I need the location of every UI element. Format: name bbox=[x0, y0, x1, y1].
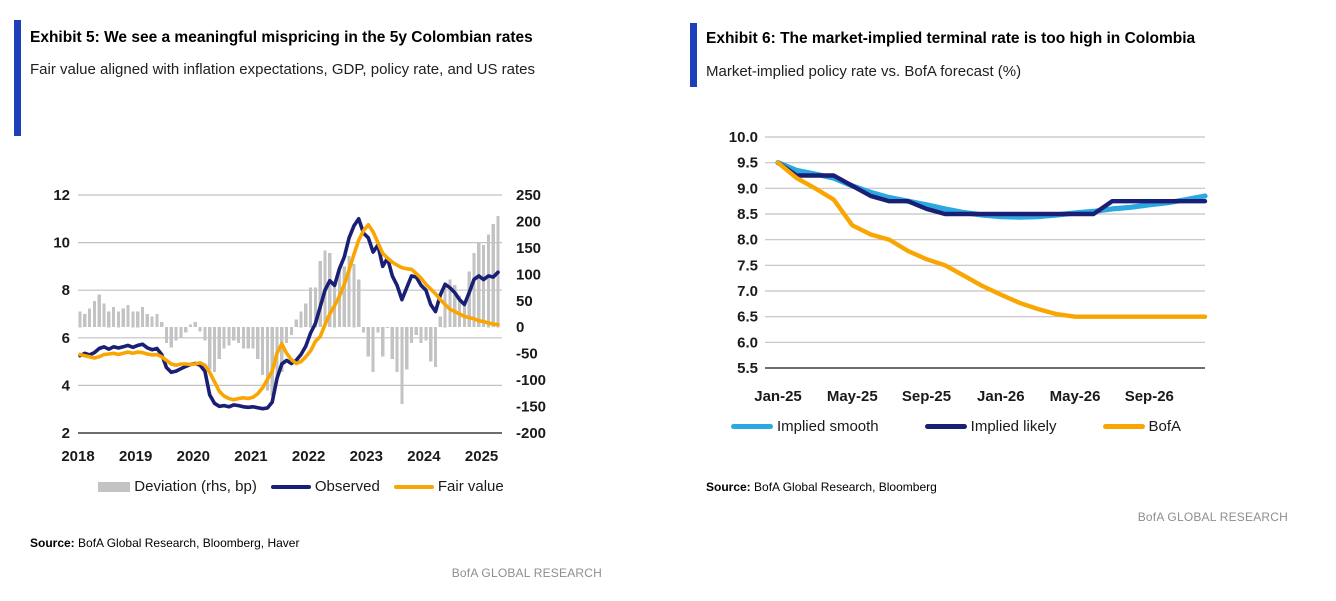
fair-value-line bbox=[78, 222, 500, 402]
implied-likely-swatch-icon bbox=[924, 424, 967, 429]
exhibit5-source: Source: BofA Global Research, Bloomberg,… bbox=[30, 536, 299, 550]
right-chart-y-labels: 10.0 9.5 9.0 8.5 8.0 7.5 7.0 6.5 6.0 5.5 bbox=[729, 129, 758, 377]
exhibit5-brand-mark: BofA GLOBAL RESEARCH bbox=[451, 566, 602, 580]
svg-text:-200: -200 bbox=[516, 425, 546, 442]
legend-item-implied-smooth: Implied smooth bbox=[730, 418, 879, 435]
svg-text:0: 0 bbox=[516, 319, 524, 336]
svg-text:9.0: 9.0 bbox=[737, 180, 758, 197]
exhibit6-title: Exhibit 6: The market-implied terminal r… bbox=[706, 30, 1196, 47]
svg-text:Jan-26: Jan-26 bbox=[977, 388, 1025, 405]
svg-text:2: 2 bbox=[62, 425, 70, 442]
svg-text:2021: 2021 bbox=[234, 448, 267, 465]
left-chart-y-labels-left: 12 10 8 6 4 2 bbox=[53, 187, 70, 442]
legend-item-bofa: BofA bbox=[1102, 418, 1182, 435]
exhibit6-legend: Implied smooth Implied likely BofA bbox=[700, 418, 1212, 435]
svg-text:5.5: 5.5 bbox=[737, 360, 758, 377]
svg-text:May-26: May-26 bbox=[1050, 388, 1101, 405]
svg-text:12: 12 bbox=[53, 187, 70, 204]
bofa-forecast-line bbox=[775, 160, 1208, 319]
implied-likely-line bbox=[775, 160, 1208, 217]
right-chart-x-labels: Jan-25 May-25 Sep-25 Jan-26 May-26 Sep-26 bbox=[754, 388, 1174, 405]
svg-text:2019: 2019 bbox=[119, 448, 152, 465]
svg-text:4: 4 bbox=[62, 377, 71, 394]
svg-text:6: 6 bbox=[62, 330, 70, 347]
source-text: BofA Global Research, Bloomberg, Haver bbox=[78, 536, 300, 550]
legend-label-implied-likely: Implied likely bbox=[970, 418, 1057, 435]
svg-text:8: 8 bbox=[62, 282, 70, 299]
exhibit5-header: Exhibit 5: We see a meaningful mispricin… bbox=[30, 22, 590, 84]
svg-text:2024: 2024 bbox=[407, 448, 441, 465]
svg-text:6.5: 6.5 bbox=[737, 309, 758, 326]
observed-swatch-icon bbox=[270, 484, 311, 489]
svg-text:-100: -100 bbox=[516, 372, 546, 389]
legend-item-fair-value: Fair value bbox=[393, 478, 504, 495]
svg-text:2018: 2018 bbox=[61, 448, 94, 465]
legend-item-implied-likely: Implied likely bbox=[924, 418, 1057, 435]
svg-text:8.0: 8.0 bbox=[737, 232, 758, 249]
left-chart-y-labels-right: 250 200 150 100 50 0 -50 -100 -150 -200 bbox=[516, 187, 546, 442]
svg-text:Sep-26: Sep-26 bbox=[1125, 388, 1174, 405]
exhibit6-header: Exhibit 6: The market-implied terminal r… bbox=[706, 27, 1326, 85]
observed-line bbox=[78, 216, 500, 411]
legend-label-observed: Observed bbox=[314, 478, 380, 495]
exhibit5-subtitle: Fair value aligned with inflation expect… bbox=[30, 61, 535, 78]
svg-text:-150: -150 bbox=[516, 399, 546, 416]
svg-text:50: 50 bbox=[516, 293, 533, 310]
svg-text:2025: 2025 bbox=[465, 448, 498, 465]
svg-text:Jan-25: Jan-25 bbox=[754, 388, 802, 405]
implied-smooth-swatch-icon bbox=[730, 424, 773, 429]
left-chart-x-labels: 2018 2019 2020 2021 2022 2023 2024 2025 bbox=[61, 448, 498, 465]
svg-text:150: 150 bbox=[516, 240, 541, 257]
svg-text:May-25: May-25 bbox=[827, 388, 878, 405]
legend-label-bofa: BofA bbox=[1148, 418, 1182, 435]
svg-text:10: 10 bbox=[53, 235, 70, 252]
source-label: Source: bbox=[30, 536, 75, 550]
exhibit6-brand-mark: BofA GLOBAL RESEARCH bbox=[1137, 510, 1288, 524]
source-text: BofA Global Research, Bloomberg bbox=[754, 480, 937, 494]
svg-text:9.5: 9.5 bbox=[737, 155, 758, 172]
source-label: Source: bbox=[706, 480, 751, 494]
svg-text:2020: 2020 bbox=[177, 448, 210, 465]
svg-text:8.5: 8.5 bbox=[737, 206, 758, 223]
fair-value-swatch-icon bbox=[393, 484, 434, 489]
svg-text:200: 200 bbox=[516, 213, 541, 230]
svg-text:6.0: 6.0 bbox=[737, 334, 758, 351]
legend-label-deviation: Deviation (rhs, bp) bbox=[134, 478, 257, 495]
legend-item-deviation: Deviation (rhs, bp) bbox=[98, 478, 257, 495]
legend-label-implied-smooth: Implied smooth bbox=[776, 418, 879, 435]
exhibit6-chart: 10.0 9.5 9.0 8.5 8.0 7.5 7.0 6.5 6.0 5.5 Jan-25 Ma… bbox=[729, 129, 1208, 405]
svg-text:Sep-25: Sep-25 bbox=[902, 388, 951, 405]
exhibit5-title: Exhibit 5: We see a meaningful mispricin… bbox=[30, 29, 533, 46]
svg-text:-50: -50 bbox=[516, 346, 538, 363]
svg-text:100: 100 bbox=[516, 266, 541, 283]
svg-text:250: 250 bbox=[516, 187, 541, 204]
right-chart-gridlines bbox=[765, 136, 1205, 343]
exhibit6-subtitle: Market-implied policy rate vs. BofA fore… bbox=[706, 63, 1022, 80]
exhibit6-source: Source: BofA Global Research, Bloomberg bbox=[706, 480, 937, 494]
svg-text:2022: 2022 bbox=[292, 448, 325, 465]
svg-text:7.0: 7.0 bbox=[737, 283, 758, 300]
deviation-swatch-icon bbox=[98, 481, 131, 492]
exhibit5-accent-bar bbox=[14, 20, 21, 136]
svg-text:2023: 2023 bbox=[350, 448, 383, 465]
legend-label-fair-value: Fair value bbox=[437, 478, 504, 495]
svg-text:10.0: 10.0 bbox=[729, 129, 758, 146]
exhibit6-accent-bar bbox=[690, 23, 697, 87]
legend-item-observed: Observed bbox=[270, 478, 380, 495]
exhibit5-legend: Deviation (rhs, bp) Observed Fair value bbox=[28, 478, 574, 495]
bofa-swatch-icon bbox=[1102, 424, 1145, 429]
svg-text:7.5: 7.5 bbox=[737, 257, 758, 274]
